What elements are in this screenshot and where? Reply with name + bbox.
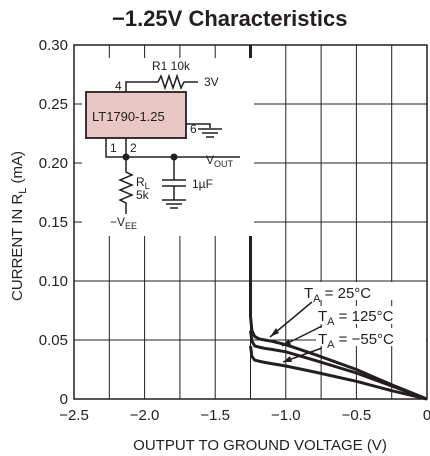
leader-line-25c xyxy=(269,301,313,338)
series-label-125c: TA = 125°C xyxy=(318,308,394,328)
pin-6-label: 6 xyxy=(190,122,197,136)
chart-title: −1.25V Characteristics xyxy=(112,6,347,31)
x-tick-label: −2.5 xyxy=(59,407,89,424)
annotation-background xyxy=(316,306,426,324)
y-tick-label: 0.25 xyxy=(39,96,68,113)
cap-label: 1µF xyxy=(192,177,213,191)
pin-1-label: 1 xyxy=(110,141,117,155)
ic-box xyxy=(85,91,187,139)
x-tick-label: −1.0 xyxy=(271,407,301,424)
series-line xyxy=(249,45,428,401)
x-tick-label: −0.5 xyxy=(342,407,372,424)
rl-resistor xyxy=(118,157,134,214)
ic-label: LT1790-1.25 xyxy=(92,109,165,124)
pin-2-label: 2 xyxy=(130,141,137,155)
rl-value: 5k xyxy=(136,188,150,202)
y-tick-label: 0 xyxy=(60,391,68,408)
annotation-background xyxy=(316,328,426,346)
series-label-25c: TA = 25°C xyxy=(304,285,371,305)
leader-line-neg55c xyxy=(282,347,323,363)
series-annotations: TA = 25°C TA = 125°C TA = −55°C xyxy=(269,282,426,363)
pin-6-wire xyxy=(186,123,211,128)
vout-label: VOUT xyxy=(206,153,234,169)
ground-icon xyxy=(162,199,186,209)
x-tick-label: 0 xyxy=(423,407,430,424)
y-tick-label: 0.20 xyxy=(39,155,68,172)
r1-label: R1 10k xyxy=(152,59,191,73)
x-tick-label: −2.0 xyxy=(130,407,160,424)
y-tick-label: 0.30 xyxy=(39,37,68,54)
ground-icon xyxy=(198,128,222,138)
x-axis-label: OUTPUT TO GROUND VOLTAGE (V) xyxy=(133,437,387,454)
annotation-background xyxy=(302,282,426,300)
pin-1-wire xyxy=(105,138,240,158)
y-tick-label: 0.15 xyxy=(39,214,68,231)
curves xyxy=(249,45,428,401)
leader-line-125c xyxy=(281,325,323,347)
y-axis-label: CURRENT IN RL (mA) xyxy=(9,151,29,301)
pin-4-label: 4 xyxy=(115,79,122,93)
rl-label: RL xyxy=(136,175,150,191)
series-label-neg55c: TA = −55°C xyxy=(318,331,394,351)
y-tick-label: 0.10 xyxy=(39,273,68,290)
y-tick-label: 0.05 xyxy=(39,332,68,349)
r1-wire xyxy=(125,73,198,92)
series-line xyxy=(249,330,428,401)
x-tick-label: −1.5 xyxy=(200,407,230,424)
schematic-background xyxy=(82,58,254,236)
schematic-inset: R1 10k 3V 4 LT1790-1.25 6 1 2 VOUT RL 5k xyxy=(82,58,254,236)
vee-label: −VEE xyxy=(110,215,137,231)
supply-label: 3V xyxy=(204,75,219,89)
series-line xyxy=(249,345,428,401)
